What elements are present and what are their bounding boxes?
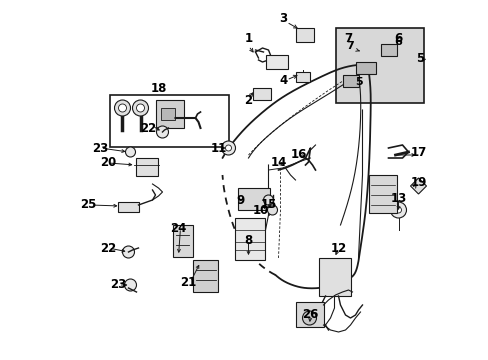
Circle shape xyxy=(302,311,316,325)
Text: 1: 1 xyxy=(244,31,252,45)
Bar xyxy=(335,28,423,103)
Bar xyxy=(110,95,228,147)
Text: 22: 22 xyxy=(100,242,116,255)
Circle shape xyxy=(156,126,168,138)
Bar xyxy=(192,260,217,292)
Bar xyxy=(118,202,138,212)
Text: 8: 8 xyxy=(244,234,252,247)
Text: 18: 18 xyxy=(150,81,166,94)
Text: 5: 5 xyxy=(415,51,424,64)
Bar xyxy=(380,44,396,56)
Circle shape xyxy=(125,147,135,157)
Text: 17: 17 xyxy=(409,145,426,158)
Bar xyxy=(160,108,174,120)
Text: 19: 19 xyxy=(409,175,426,189)
Bar xyxy=(295,28,313,42)
Text: 7: 7 xyxy=(344,31,352,45)
Circle shape xyxy=(390,202,406,218)
Bar xyxy=(265,55,287,69)
Text: 13: 13 xyxy=(389,192,406,204)
Text: 20: 20 xyxy=(100,156,116,168)
Text: 16: 16 xyxy=(290,148,306,162)
Circle shape xyxy=(132,100,148,116)
Bar xyxy=(295,302,323,327)
Bar xyxy=(355,62,375,74)
Bar xyxy=(237,188,269,210)
Circle shape xyxy=(114,100,130,116)
Bar xyxy=(155,100,183,128)
Circle shape xyxy=(263,195,273,205)
Bar xyxy=(135,158,157,176)
Text: 26: 26 xyxy=(302,309,318,321)
Text: 14: 14 xyxy=(270,156,286,168)
Bar xyxy=(318,258,350,296)
Bar xyxy=(368,175,396,213)
Text: 15: 15 xyxy=(260,198,276,211)
Text: 11: 11 xyxy=(210,141,226,154)
Text: 5: 5 xyxy=(354,77,362,87)
Circle shape xyxy=(124,279,136,291)
Bar xyxy=(172,225,192,257)
Circle shape xyxy=(122,246,134,258)
Text: 6: 6 xyxy=(393,31,402,45)
Bar xyxy=(342,75,358,87)
Text: 25: 25 xyxy=(80,198,97,211)
Text: 22: 22 xyxy=(140,122,156,135)
Circle shape xyxy=(225,145,231,151)
Circle shape xyxy=(221,141,235,155)
Text: 9: 9 xyxy=(236,194,244,207)
Text: 23: 23 xyxy=(110,279,126,292)
Text: 10: 10 xyxy=(252,203,268,216)
Text: 7: 7 xyxy=(346,41,354,51)
Circle shape xyxy=(136,104,144,112)
Text: 2: 2 xyxy=(244,94,252,107)
Text: 23: 23 xyxy=(92,141,108,154)
Circle shape xyxy=(395,207,401,213)
Text: 21: 21 xyxy=(180,275,196,288)
Text: 24: 24 xyxy=(170,221,186,234)
Circle shape xyxy=(118,104,126,112)
Bar xyxy=(252,88,270,100)
Circle shape xyxy=(267,205,277,215)
Text: 12: 12 xyxy=(330,242,346,255)
Text: 6: 6 xyxy=(394,37,402,47)
Text: 3: 3 xyxy=(279,12,287,24)
Bar xyxy=(295,72,309,82)
Polygon shape xyxy=(409,178,426,194)
Bar xyxy=(234,218,264,260)
Text: 4: 4 xyxy=(279,73,287,86)
